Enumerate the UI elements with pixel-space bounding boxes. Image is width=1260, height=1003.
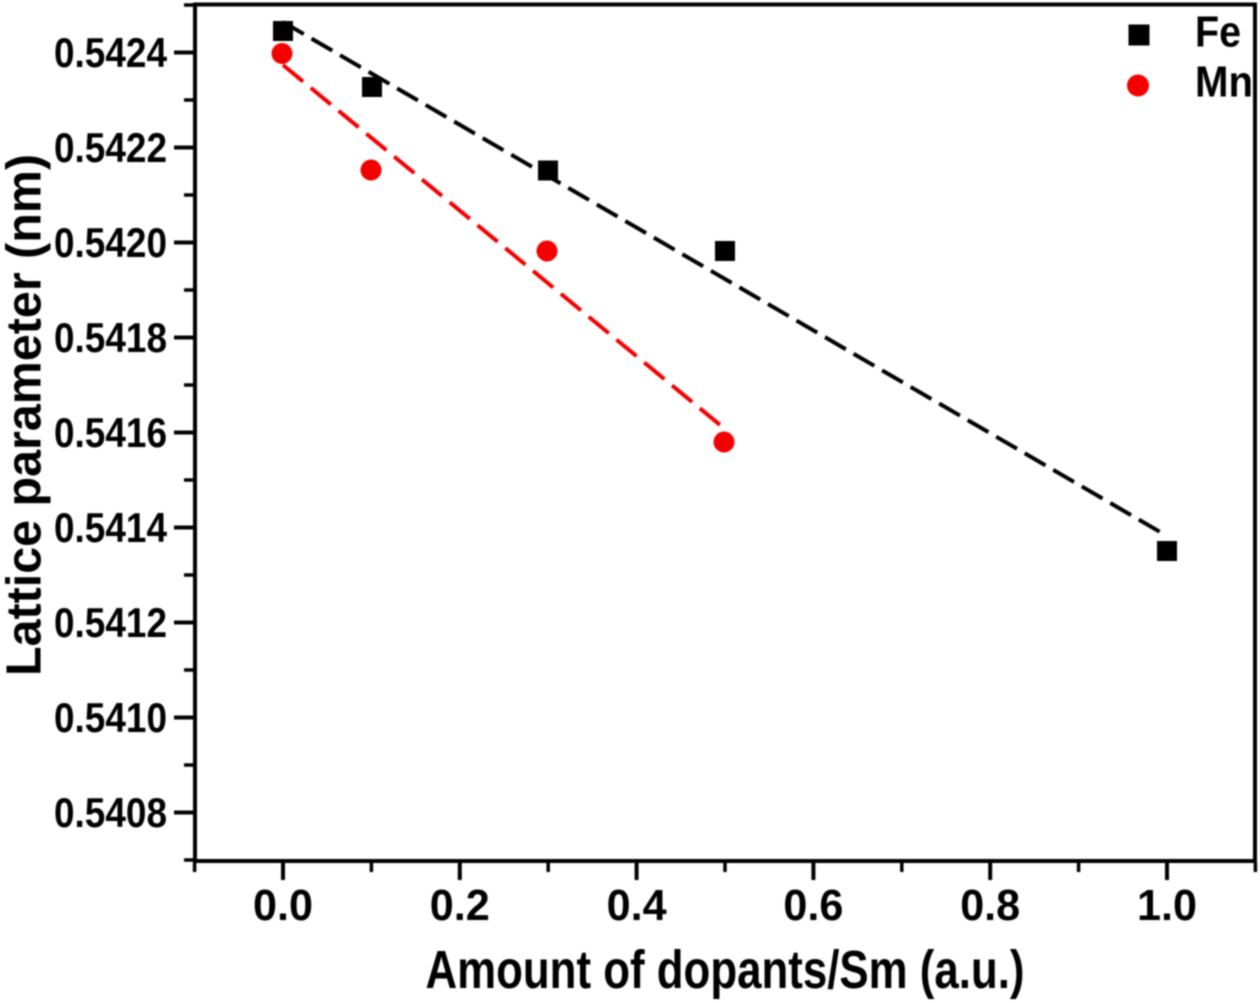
svg-text:Amount of dopants/Sm (a.u.): Amount of dopants/Sm (a.u.) <box>426 940 1025 1000</box>
svg-text:1.0: 1.0 <box>1137 882 1197 930</box>
svg-text:Mn: Mn <box>1195 59 1253 107</box>
svg-text:0.5414: 0.5414 <box>54 504 168 551</box>
svg-text:0.5408: 0.5408 <box>54 789 167 836</box>
svg-text:0.2: 0.2 <box>430 882 490 930</box>
svg-text:0.5422: 0.5422 <box>54 124 167 171</box>
svg-text:0.5416: 0.5416 <box>54 409 167 456</box>
svg-text:0.5424: 0.5424 <box>54 29 168 76</box>
svg-text:0.6: 0.6 <box>783 882 843 930</box>
svg-text:0.5410: 0.5410 <box>54 694 167 741</box>
svg-text:Fe: Fe <box>1195 9 1241 57</box>
svg-text:0.8: 0.8 <box>960 882 1020 930</box>
svg-text:Lattice parameter (nm): Lattice parameter (nm) <box>0 154 52 676</box>
svg-text:0.5418: 0.5418 <box>54 314 167 361</box>
svg-text:0.0: 0.0 <box>253 882 313 930</box>
svg-text:0.5420: 0.5420 <box>54 219 167 266</box>
svg-text:0.4: 0.4 <box>607 882 667 930</box>
svg-text:0.5412: 0.5412 <box>54 599 167 646</box>
